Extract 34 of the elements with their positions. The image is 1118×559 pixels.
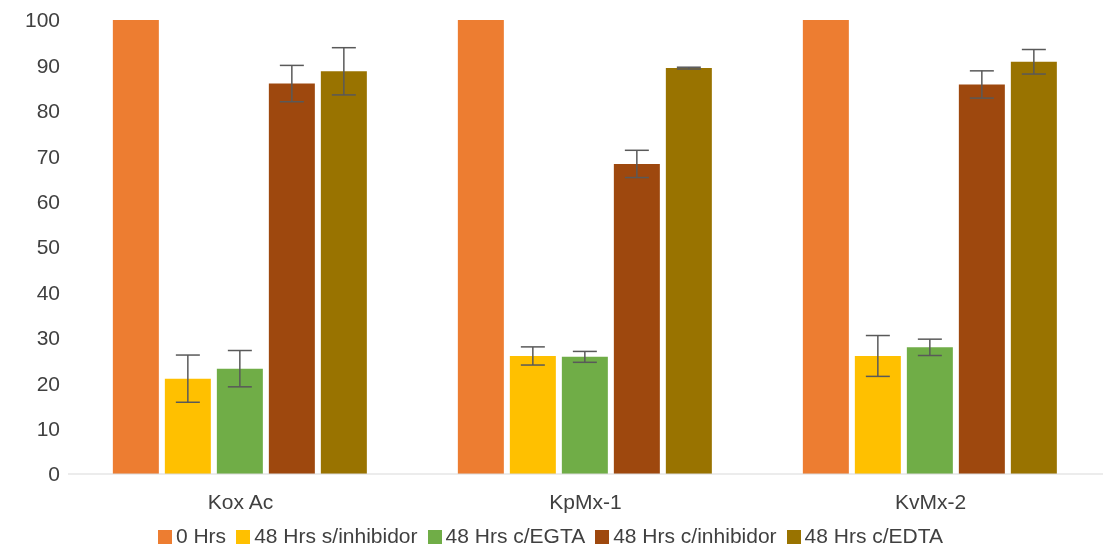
legend-label: 48 Hrs c/EGTA — [445, 524, 586, 547]
bar — [958, 84, 1005, 474]
bar — [613, 163, 660, 474]
bar — [216, 368, 263, 474]
bar — [268, 83, 315, 474]
bar — [164, 378, 211, 474]
bar — [112, 20, 159, 474]
bar — [802, 20, 849, 474]
bar — [665, 68, 712, 474]
y-tick-label: 0 — [48, 462, 60, 486]
y-tick-label: 50 — [36, 235, 60, 259]
bar — [854, 355, 901, 474]
legend-label: 48 Hrs c/inhibidor — [613, 524, 777, 547]
y-tick-label: 30 — [36, 326, 60, 350]
legend-label: 0 Hrs — [175, 524, 227, 547]
y-tick-label: 70 — [36, 144, 60, 168]
bar — [320, 71, 367, 474]
x-tick-label: Kox Ac — [207, 489, 274, 513]
bar — [561, 356, 608, 474]
y-tick-label: 60 — [36, 190, 60, 214]
y-tick-label: 10 — [36, 417, 60, 441]
y-tick-label: 80 — [36, 99, 60, 123]
bar — [457, 20, 504, 474]
y-tick-label: 40 — [36, 280, 60, 304]
y-tick-label: 20 — [36, 371, 60, 395]
legend-label: 48 Hrs c/EDTA — [804, 524, 944, 547]
bar — [509, 355, 556, 474]
bar — [1010, 61, 1057, 474]
y-tick-label: 100 — [24, 8, 60, 32]
y-tick-label: 90 — [36, 53, 60, 77]
x-tick-label: KvMx-2 — [894, 489, 967, 513]
x-tick-label: KpMx-1 — [549, 489, 622, 513]
legend-label: 48 Hrs s/inhibidor — [254, 524, 418, 547]
bar — [906, 347, 953, 474]
